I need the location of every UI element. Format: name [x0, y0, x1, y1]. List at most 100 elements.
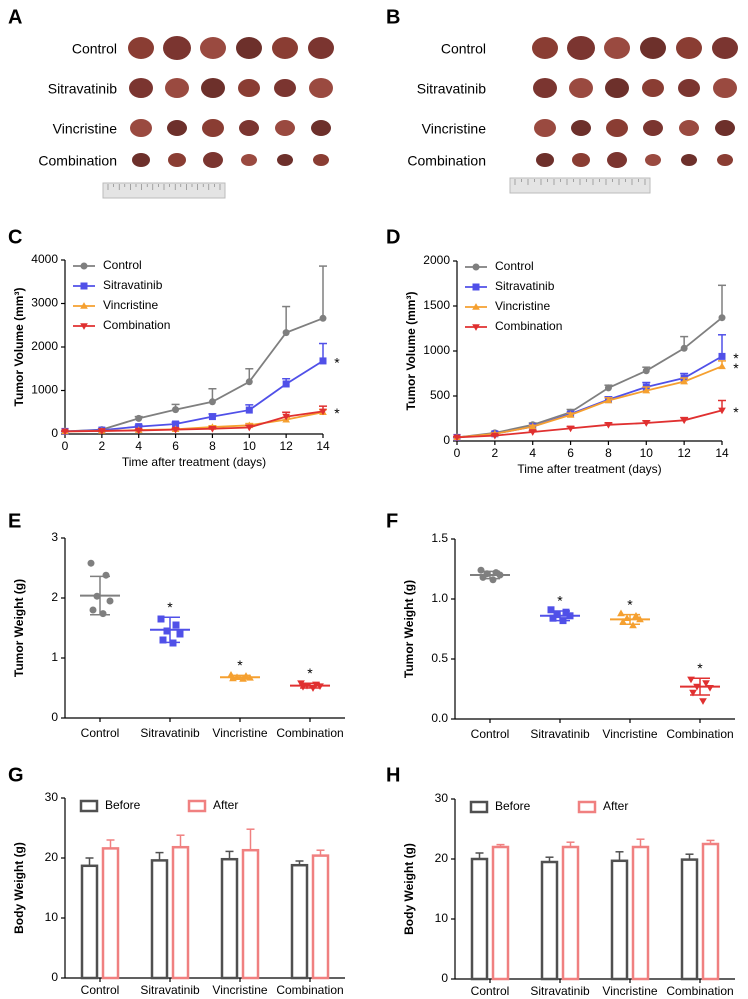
y-tick-label: 10 [45, 910, 59, 924]
x-tick-label: Sitravatinib [530, 727, 590, 741]
marker [604, 422, 613, 429]
significance: * [733, 360, 739, 376]
legend-label: Sitravatinib [495, 279, 555, 293]
tumor-photo [712, 37, 738, 59]
bar [220, 857, 239, 980]
marker [172, 621, 180, 629]
tumor-photo [165, 78, 189, 98]
x-tick-label: Combination [666, 727, 733, 741]
x-tick-label: Vincristine [212, 726, 267, 740]
tumor-photo [203, 152, 223, 168]
significance: * [697, 660, 703, 676]
x-axis-label: Time after treatment (days) [517, 462, 661, 476]
marker [61, 428, 69, 436]
y-tick-label: 30 [435, 791, 449, 805]
tumor-photo [167, 120, 187, 136]
bar [311, 854, 330, 980]
bar [491, 845, 510, 981]
marker [642, 386, 651, 394]
marker [604, 396, 613, 404]
x-tick-label: Vincristine [602, 727, 657, 741]
tumor-photo [572, 153, 590, 167]
marker [472, 303, 480, 310]
ruler [102, 182, 226, 199]
marker [98, 428, 106, 435]
y-tick-label: 3000 [31, 296, 58, 310]
tumor-photo [607, 152, 627, 168]
legend-label: After [603, 799, 628, 813]
tumor-photo [200, 37, 226, 59]
x-tick-label: Control [471, 727, 510, 741]
x-tick-label: Control [81, 983, 120, 997]
marker [566, 411, 575, 418]
tumor-photo [201, 78, 225, 98]
marker [680, 417, 688, 425]
x-tick-label: Control [81, 726, 120, 740]
marker [245, 406, 253, 414]
tumor-photo [533, 78, 557, 98]
bar [631, 845, 650, 981]
series-line [456, 365, 723, 439]
legend-swatch [469, 800, 489, 814]
marker [80, 323, 88, 330]
y-tick-label: 1000 [31, 383, 58, 397]
x-tick-label: 2 [492, 446, 499, 460]
legend-label: After [213, 798, 238, 812]
tumor-photo [681, 154, 697, 166]
tumor-photo [678, 79, 700, 97]
significance: * [733, 350, 739, 366]
marker [453, 434, 461, 442]
series-line [64, 360, 324, 433]
bar [680, 858, 699, 981]
marker [106, 597, 114, 605]
y-tick-label: 2 [51, 590, 58, 604]
marker [282, 329, 290, 337]
marker [604, 384, 612, 392]
x-tick-label: 6 [172, 439, 179, 453]
x-tick-label: Combination [276, 726, 343, 740]
legend-swatch [79, 799, 99, 813]
significance: * [334, 355, 340, 371]
significance: * [307, 665, 313, 681]
tumor-photo [130, 119, 152, 137]
significance: * [334, 405, 340, 421]
x-tick-label: 14 [316, 439, 330, 453]
x-tick-label: 8 [209, 439, 216, 453]
panel-letter: G [8, 764, 24, 786]
tumor-photo [640, 37, 666, 59]
series-line [456, 409, 723, 439]
bar [150, 859, 169, 980]
y-tick-label: 0 [51, 426, 58, 440]
legend-label: Combination [495, 319, 562, 333]
series-line [64, 410, 324, 433]
marker [208, 425, 217, 433]
x-tick-label: 8 [605, 446, 612, 460]
bar [701, 842, 720, 981]
y-tick-label: 0.5 [431, 651, 448, 665]
panel-letter: D [386, 226, 400, 248]
significance: * [627, 596, 633, 612]
marker [642, 420, 651, 427]
x-tick-label: 12 [677, 446, 691, 460]
row-label: Control [441, 41, 486, 57]
marker [80, 262, 88, 270]
marker [163, 627, 171, 635]
marker [157, 615, 165, 623]
bar [470, 857, 489, 981]
tumor-photo [642, 79, 664, 97]
tumor-photo [308, 37, 334, 59]
tumor-photo [313, 154, 329, 166]
tumor-photo [277, 154, 293, 166]
tumor-photo [645, 154, 661, 166]
y-tick-label: 3 [51, 530, 58, 544]
marker [718, 362, 726, 370]
marker [528, 422, 537, 430]
marker [282, 413, 290, 421]
x-tick-label: 0 [62, 439, 69, 453]
y-tick-label: 1000 [423, 343, 450, 357]
legend-label: Combination [103, 318, 170, 332]
marker [472, 283, 480, 291]
tumor-photo [275, 120, 295, 136]
bar [540, 860, 559, 981]
marker [718, 352, 726, 360]
